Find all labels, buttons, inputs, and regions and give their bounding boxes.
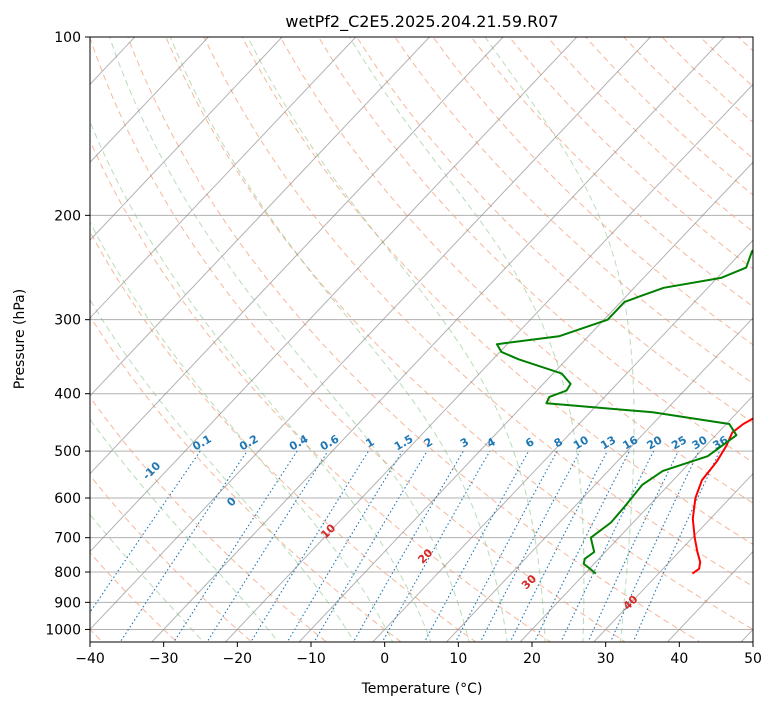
x-axis-title: Temperature (°C)	[361, 681, 483, 697]
plot-area	[90, 37, 753, 642]
y-tick-label: 200	[54, 208, 81, 224]
dry-adiabat-line	[623, 37, 753, 160]
moist-adiabat-line	[348, 37, 585, 642]
isotherm-line	[90, 37, 210, 163]
chart-title: wetPf2_C2E5.2025.204.21.59.R07	[285, 12, 558, 32]
moist-adiabat-line	[169, 37, 508, 642]
mixing-ratio-line	[286, 450, 403, 642]
moist-adiabat-line	[109, 37, 470, 642]
mixing-ratio-line	[609, 450, 700, 642]
y-tick-label: 500	[54, 444, 81, 460]
x-tick-label: 10	[449, 651, 467, 667]
profile-series	[495, 249, 753, 575]
y-tick-label: 1000	[45, 622, 81, 638]
plot-frame	[89, 36, 754, 643]
y-axis: 100 200 300 400 500 600 700 800 900 1000	[45, 30, 90, 638]
isotherm-line	[519, 395, 753, 642]
dry-adiabat-line	[318, 37, 753, 464]
x-axis: −40 −30 −20 −10 0 10 20 30 40 50	[75, 642, 762, 667]
isotherm-line	[445, 317, 753, 642]
y-axis-title: Pressure (hPa)	[12, 289, 28, 389]
dry-adiabat-line	[508, 37, 753, 270]
isotherms	[90, 37, 753, 642]
dry-adiabat-line	[585, 37, 753, 196]
isotherm-line	[298, 161, 753, 642]
mixing-ratio-lines	[90, 450, 721, 642]
isotherm-line	[593, 472, 753, 642]
x-tick-label: 40	[670, 651, 688, 667]
moist-adiabat-line	[90, 120, 432, 642]
moist-adiabat-line	[90, 418, 280, 642]
moist-adiabat-line	[247, 37, 546, 642]
y-tick-label: 300	[54, 313, 81, 329]
dry-adiabat-line	[90, 37, 627, 642]
isotherm-line	[90, 37, 578, 553]
dry-adiabat-line	[90, 396, 328, 642]
x-tick-label: 20	[523, 651, 541, 667]
x-tick-label: −20	[223, 651, 253, 667]
dry-adiabat-line	[90, 139, 552, 642]
dry-adiabat-line	[165, 37, 753, 631]
isotherm-line	[224, 83, 753, 642]
y-tick-label: 700	[54, 531, 81, 547]
x-tick-label: 50	[744, 651, 762, 667]
moist-adiabats	[90, 37, 635, 642]
isotherm-line	[90, 37, 357, 319]
mixing-ratio-line	[90, 450, 201, 614]
dry-adiabat-line	[432, 37, 753, 346]
mixing-ratio-line	[632, 450, 721, 642]
pressure-gridlines	[90, 36, 753, 630]
mixing-ratio-line	[533, 450, 630, 642]
y-tick-label: 800	[54, 565, 81, 581]
isotherm-line	[90, 37, 504, 475]
y-tick-label: 100	[54, 30, 81, 46]
moist-adiabat-line	[484, 37, 635, 642]
x-tick-label: 30	[597, 651, 615, 667]
dry-adiabat-line	[90, 315, 402, 642]
moist-adiabat-line	[90, 298, 355, 642]
dry-adiabat-line	[394, 37, 753, 384]
mixing-ratio-line	[587, 450, 679, 642]
y-tick-label: 400	[54, 387, 81, 403]
isotherm-line	[151, 37, 725, 642]
x-tick-label: −40	[75, 651, 105, 667]
mixing-ratio-line	[352, 450, 464, 642]
mixing-ratio-line	[560, 450, 655, 642]
x-tick-label: −30	[149, 651, 179, 667]
dry-adiabat-line	[127, 37, 701, 642]
mixing-ratio-line	[381, 450, 491, 642]
isotherm-line	[90, 37, 283, 241]
mixing-ratio-line	[173, 450, 298, 642]
x-tick-label: −10	[296, 651, 326, 667]
temperature-profile-line	[691, 417, 753, 575]
mixing-ratio-line	[119, 450, 248, 642]
dry-adiabat-line	[203, 37, 753, 588]
x-tick-label: 0	[380, 651, 389, 667]
dry-adiabat-line	[546, 37, 753, 233]
y-tick-label: 900	[54, 595, 81, 611]
mixing-ratio-line	[509, 450, 608, 642]
dry-adiabat-line	[90, 230, 477, 642]
dry-adiabat-line	[279, 37, 753, 504]
y-tick-label: 600	[54, 491, 81, 507]
mixing-ratio-line	[423, 450, 530, 642]
dewpoint-profile-line	[495, 249, 753, 575]
isotherm-line	[372, 239, 753, 642]
dry-adiabat-line	[470, 37, 753, 308]
mixing-ratio-line	[313, 450, 428, 642]
moist-adiabat-line	[90, 221, 394, 642]
isotherm-line	[90, 37, 652, 631]
dry-adiabat-line	[661, 37, 753, 123]
isotherm-line	[90, 37, 431, 397]
